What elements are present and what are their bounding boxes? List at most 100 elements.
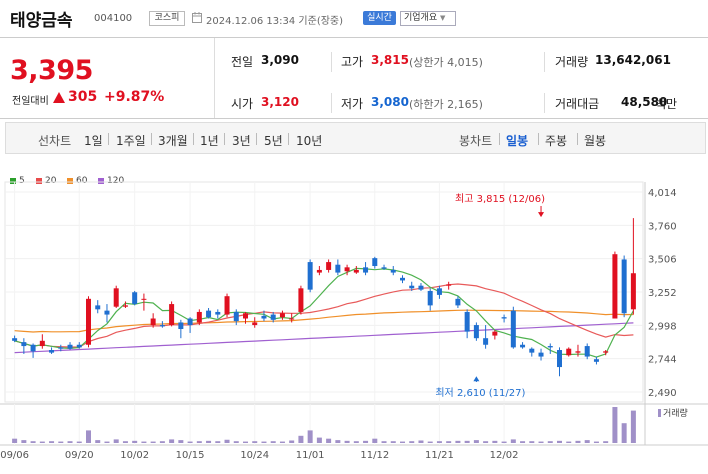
candle-chart-label[interactable]: 봉차트 [459,134,493,148]
candle-body [243,313,248,319]
volume-bar [621,423,627,443]
candle-body [150,318,156,326]
candle-body [381,267,387,269]
ma120-line [14,322,634,354]
volume-bar [104,441,110,443]
low-value: 3,080 [371,95,409,109]
candle-body [418,285,424,290]
y-tick-label: 4,014 [648,188,677,199]
volume-bar [446,441,452,443]
volume-bar [307,430,313,443]
divider [331,52,332,72]
y-tick-label: 3,760 [648,221,677,232]
candle-body [21,342,27,347]
calendar-icon [192,12,202,23]
divider [108,133,109,145]
volume-bar [316,437,322,443]
divider [288,133,289,145]
volume-bar [603,441,609,443]
company-overview-dropdown[interactable]: 기업개요 ▼ [400,11,456,26]
candle-body [400,277,405,281]
change-rate: +9.87% [104,89,165,105]
divider [151,133,152,145]
candle-body [335,264,341,273]
volume-bar [21,440,27,443]
volume-bar [593,441,599,443]
volume-bar [436,441,442,443]
volume-bar [39,441,45,443]
volume-bar [381,441,387,443]
volume-bar [196,441,202,443]
quote-datetime: 2024.12.06 13:34 기준(장중) [206,16,344,27]
tab-10y[interactable]: 10년 [296,134,323,148]
candle-body [215,311,221,315]
candle-body [76,344,82,348]
candle-body [279,313,285,318]
volume-bar [335,440,341,443]
candle-body [473,325,479,339]
divider [331,93,332,113]
candle-body [307,262,313,290]
stock-header: 태양금속 004100 코스피 2024.12.06 13:34 기준(장중) … [0,0,708,36]
candle-body [538,352,544,357]
volume-label: 거래량 [555,55,589,69]
candle-body [363,267,369,273]
legend-swatch-ma5 [10,178,16,184]
candle-body [584,346,590,357]
ma5-line [14,267,634,358]
x-tick-label: 11/01 [296,450,325,461]
volume-bar [557,440,562,443]
legend-swatch-ma20 [36,178,42,184]
amount-label: 거래대금 [555,97,600,111]
candle-body [58,347,64,349]
candle-body [316,269,322,273]
candle-body [510,310,516,348]
x-tick-label: 10/24 [240,450,269,461]
divider [544,93,545,113]
tab-5y[interactable]: 5년 [264,134,283,148]
tab-daily[interactable]: 일봉 [506,134,529,148]
candle-body [49,350,55,353]
divider [256,133,257,145]
y-tick-label: 3,506 [648,255,677,266]
line-chart-label[interactable]: 선차트 [38,134,72,148]
tab-1d[interactable]: 1일 [84,134,103,148]
volume-bar [178,440,184,443]
candle-body [104,310,110,315]
x-tick-label: 10/02 [120,450,149,461]
open-value: 3,120 [261,95,299,109]
volume-bar [326,438,332,443]
volume-bar [206,440,212,443]
market-badge: 코스피 [149,11,185,26]
volume-bar [224,439,230,443]
volume-bar [418,440,424,443]
candle-body [455,298,461,306]
candle-body [270,314,276,320]
candle-body [233,311,239,322]
tab-3m[interactable]: 3개월 [158,134,188,148]
legend-label-ma20: 20 [45,176,57,186]
tab-1w[interactable]: 1주일 [116,134,146,148]
tab-weekly[interactable]: 주봉 [545,134,568,148]
realtime-button[interactable]: 실시간 [363,11,396,25]
volume-bar [86,430,91,443]
volume-bar [409,441,415,443]
candle-body [326,262,332,270]
tab-monthly[interactable]: 월봉 [584,134,607,148]
high-annotation: 최고 3,815 (12/06) [455,193,545,205]
tab-3y[interactable]: 3년 [232,134,251,148]
candle-body [353,269,359,273]
x-tick-label: 11/21 [425,450,454,461]
candle-body [492,331,498,336]
volume-bar [501,441,507,443]
up-arrow-icon [53,92,65,103]
candle-body [446,284,452,286]
volume-bar [566,441,572,443]
volume-bar [169,439,175,443]
volume-bar [372,438,378,443]
volume-bar [538,441,544,443]
volume-bar [353,441,359,443]
candle-body [252,322,258,326]
candle-body [187,318,193,326]
tab-1y[interactable]: 1년 [200,134,219,148]
